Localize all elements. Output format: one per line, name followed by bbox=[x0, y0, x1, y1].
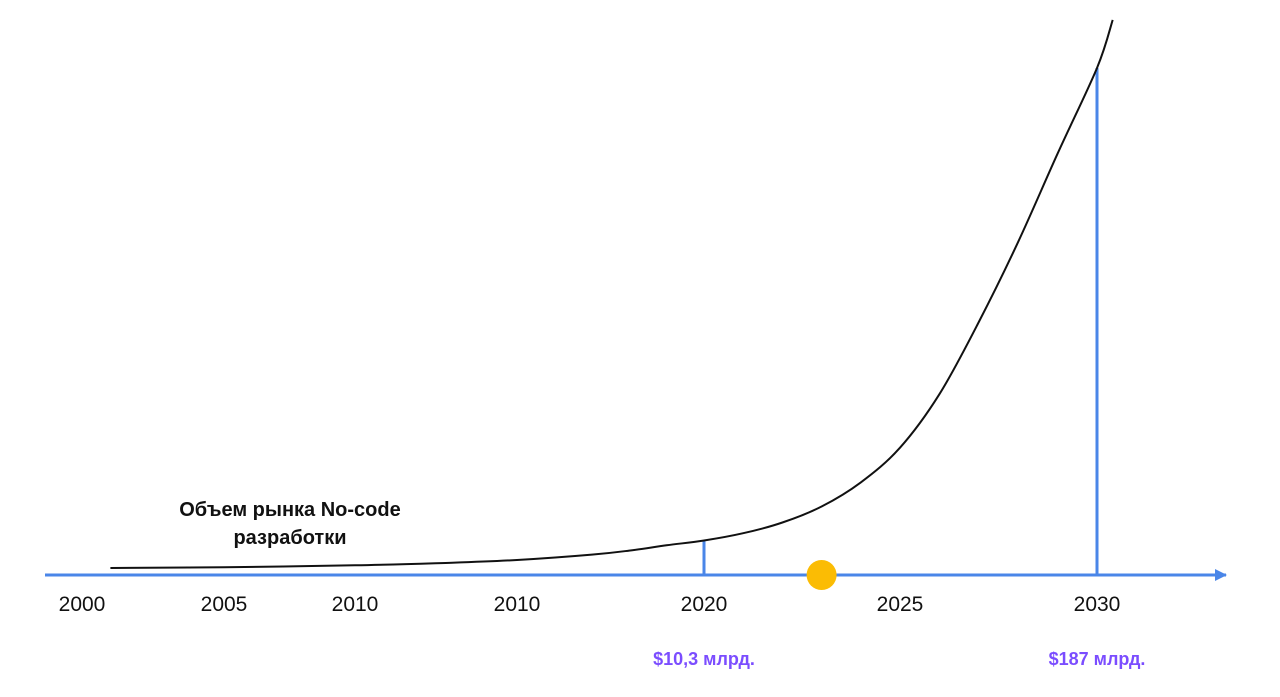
x-tick-label: 2025 bbox=[877, 593, 924, 616]
x-axis-tick-labels: 2000 2005 2010 2010 2020 2025 2030 bbox=[59, 593, 1121, 616]
value-label: $187 млрд. bbox=[1049, 649, 1146, 669]
x-tick-label: 2010 bbox=[494, 593, 541, 616]
x-tick-label: 2030 bbox=[1074, 593, 1121, 616]
series-label-line-2: разработки bbox=[233, 527, 346, 549]
x-tick-label: 2000 bbox=[59, 593, 106, 616]
value-annotations: $10,3 млрд. $187 млрд. bbox=[653, 649, 1145, 669]
value-label: $10,3 млрд. bbox=[653, 649, 755, 669]
value-guide-lines bbox=[702, 68, 1099, 575]
series-label-line-1: Объем рынка No-code bbox=[179, 499, 401, 521]
current-year-marker bbox=[806, 560, 837, 590]
x-tick-label: 2010 bbox=[332, 593, 379, 616]
x-tick-label: 2005 bbox=[201, 593, 248, 616]
market-volume-curve bbox=[110, 19, 1114, 569]
x-tick-label: 2020 bbox=[681, 593, 728, 616]
